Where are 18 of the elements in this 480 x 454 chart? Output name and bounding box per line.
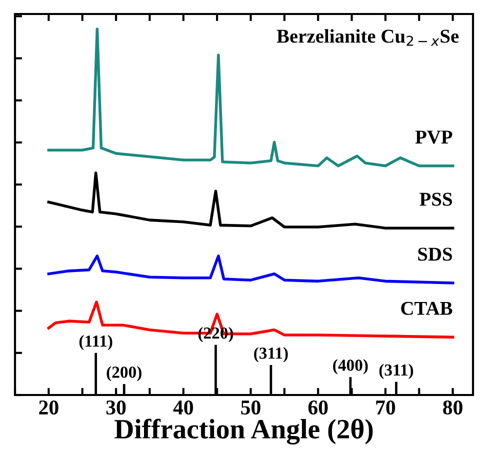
annotation: (200) <box>106 366 142 382</box>
annotation: (111) <box>79 335 112 350</box>
x-axis-title: Diffraction Angle (2θ) <box>114 418 373 444</box>
x-tick-label: 70 <box>376 400 396 415</box>
x-tick-label: 20 <box>39 400 58 415</box>
series-label: PVP <box>415 130 452 144</box>
x-tick-label: 80 <box>443 400 462 415</box>
x-tick-label: 50 <box>241 400 260 415</box>
annotation: (311) <box>254 347 288 362</box>
annotation: (400) <box>333 359 368 374</box>
chart-title: Berzelianite Cu$_{2−x}$Se <box>276 29 459 46</box>
series-label: SDS <box>418 248 452 261</box>
annotation: (311) <box>379 364 414 380</box>
series-label: CTAB <box>401 302 452 315</box>
series-label: PSS <box>420 192 452 206</box>
x-tick-label: 40 <box>173 400 194 415</box>
x-tick-label: 30 <box>106 400 126 415</box>
x-tick-label: 60 <box>308 400 328 415</box>
